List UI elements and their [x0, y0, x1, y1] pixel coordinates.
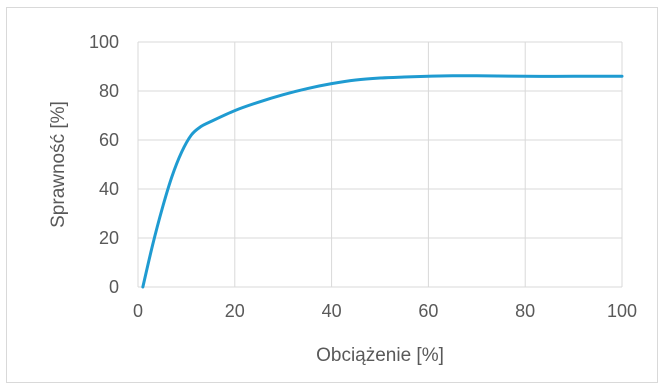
series-layer	[141, 74, 624, 289]
y-tick-label: 40	[99, 179, 119, 199]
x-tick-label: 100	[607, 301, 637, 321]
y-tick-label: 100	[89, 32, 119, 52]
x-tick-label: 40	[322, 301, 342, 321]
y-tick-label: 80	[99, 81, 119, 101]
x-tick-label: 0	[133, 301, 143, 321]
y-tick-label: 60	[99, 130, 119, 150]
y-tick-label: 0	[109, 277, 119, 297]
x-tick-label: 20	[225, 301, 245, 321]
y-axis-title: Sprawność [%]	[48, 101, 69, 228]
y-tick-label: 20	[99, 228, 119, 248]
y-axis-ticks: 0 20 40 60 80 100	[89, 32, 119, 297]
x-tick-label: 60	[418, 301, 438, 321]
x-axis-ticks: 0 20 40 60 80 100	[133, 301, 637, 321]
series-line-0	[141, 74, 624, 289]
x-axis-title: Obciążenie [%]	[316, 345, 444, 366]
x-tick-label: 80	[515, 301, 535, 321]
